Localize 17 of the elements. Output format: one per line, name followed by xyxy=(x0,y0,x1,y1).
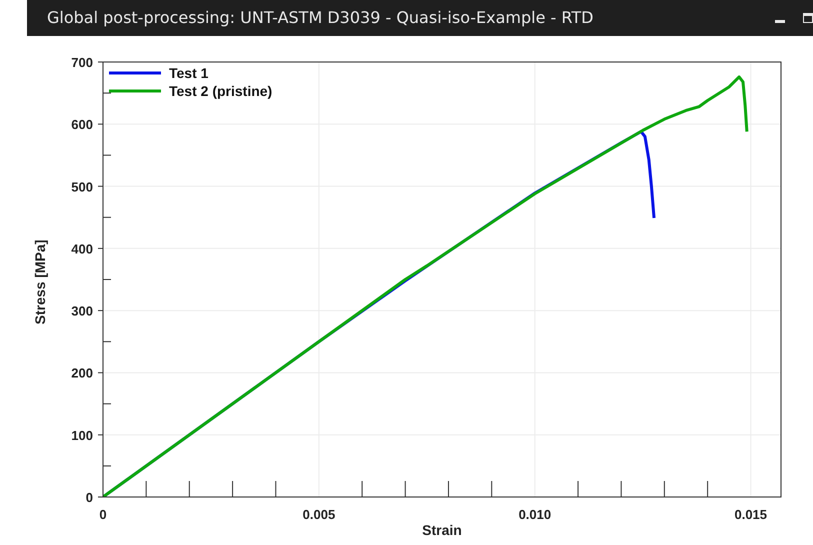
y-tick-label: 0 xyxy=(86,490,93,505)
legend-label: Test 2 (pristine) xyxy=(169,82,272,100)
y-tick-label: 400 xyxy=(71,241,93,256)
x-tick-label: 0.005 xyxy=(302,507,336,522)
y-tick-label: 100 xyxy=(71,428,93,443)
x-tick-label: 0.010 xyxy=(518,507,552,522)
y-axis-title: Stress [MPa] xyxy=(32,240,48,324)
x-axis-title: Strain xyxy=(422,522,462,538)
y-tick-label: 200 xyxy=(71,366,93,381)
legend-label: Test 1 xyxy=(169,64,208,82)
x-tick-label: 0.015 xyxy=(734,507,768,522)
chart-title: Global post-processing: UNT-ASTM D3039 - Quasi-iso-Example - RTD xyxy=(27,0,813,36)
y-tick-label: 700 xyxy=(71,55,93,70)
x-tick-label: 0 xyxy=(99,507,107,522)
y-tick-label: 600 xyxy=(71,117,93,132)
y-tick-label: 300 xyxy=(71,304,93,319)
y-tick-label: 500 xyxy=(71,179,93,194)
